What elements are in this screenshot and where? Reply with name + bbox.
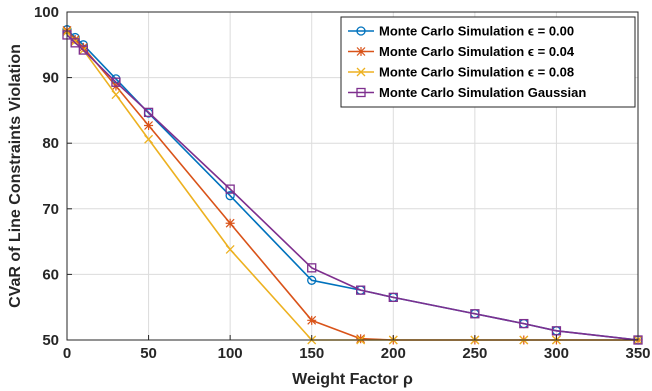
legend-item: Monte Carlo Simulation ϵ = 0.04 [348,44,575,59]
legend-item: Monte Carlo Simulation ϵ = 0.08 [348,65,574,80]
x-tick-label: 50 [140,345,157,362]
data-point [225,191,235,201]
data-point [307,315,317,325]
legend-item: Monte Carlo Simulation ϵ = 0.00 [348,24,574,39]
x-tick-label: 150 [299,345,324,362]
data-point [70,38,80,48]
x-tick-label: 350 [625,345,650,362]
x-tick-label: 200 [381,345,406,362]
data-point [111,77,121,87]
data-point [144,120,154,130]
y-tick-label: 60 [42,266,59,283]
y-tick-label: 90 [42,70,59,87]
legend-label: Monte Carlo Simulation ϵ = 0.00 [379,24,574,39]
y-tick-label: 100 [34,4,59,21]
legend: Monte Carlo Simulation ϵ = 0.00 Monte Car… [340,16,636,108]
legend-label: Monte Carlo Simulation ϵ = 0.08 [379,65,574,80]
y-axis-label: CVaR of Line Constraints Violation [7,44,24,308]
data-point [78,45,88,55]
data-point [519,318,529,329]
legend-marker [356,26,366,36]
legend-marker [356,47,366,56]
data-point [551,326,562,336]
data-point [356,334,366,344]
data-point [470,309,480,319]
data-point [144,134,154,144]
data-point [225,184,235,194]
x-tick-label: 300 [544,345,569,362]
data-point [388,292,398,303]
series-line [66,34,639,341]
x-tick-label: 0 [63,345,71,362]
y-tick-label: 70 [42,201,59,218]
data-point [143,107,154,118]
data-point [307,263,317,273]
x-tick-label: 250 [462,345,487,362]
data-point [225,245,235,254]
x-axis-label: Weight Factor ρ [292,371,413,388]
x-tick-label: 100 [218,345,243,362]
data-point [225,218,235,228]
legend-marker [356,87,366,98]
data-point [111,90,121,100]
y-tick-label: 80 [42,135,59,152]
plot-frame [66,11,639,341]
data-point [356,285,366,295]
legend-label: Monte Carlo Simulation ϵ = 0.04 [379,44,575,59]
data-point [70,35,80,45]
data-point [78,42,88,52]
data-point [307,275,317,285]
legend-item: Monte Carlo Simulation Gaussian [348,85,586,100]
y-tick-label: 50 [42,332,59,349]
legend-box [340,16,636,108]
legend-label: Monte Carlo Simulation Gaussian [379,85,586,100]
legend-marker [356,67,366,77]
